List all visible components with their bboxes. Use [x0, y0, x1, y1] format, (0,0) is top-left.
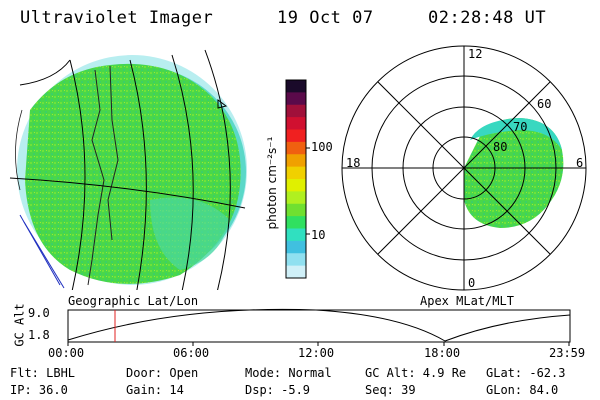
colorbar-stripe	[286, 92, 306, 106]
date: 19 Oct 07	[277, 8, 374, 28]
colorbar-tick-100: 100	[311, 140, 333, 154]
polar-caption: Apex MLat/MLT	[420, 294, 514, 308]
mlt-label-left: 18	[346, 156, 361, 170]
xtick-0600: 06:00	[173, 346, 210, 360]
colorbar-stripe	[286, 141, 306, 155]
info-ip: IP: 36.0	[10, 383, 68, 397]
colorbar-stripe	[286, 154, 306, 168]
info-gain: Gain: 14	[126, 383, 184, 397]
altitude-plot	[67, 308, 571, 346]
xtick-1200: 12:00	[298, 346, 335, 360]
colorbar-stripe	[286, 203, 306, 217]
colorbar-stripe	[286, 80, 306, 93]
colorbar-stripe	[286, 179, 306, 192]
colorbar-stripe	[286, 253, 306, 267]
colorbar-stripe	[286, 228, 306, 242]
xtick-1800: 18:00	[424, 346, 461, 360]
colorbar-unit-label: photon cm⁻²s⁻¹	[265, 136, 279, 230]
mlt-label-right: 6	[576, 156, 584, 170]
info-gcalt: GC Alt: 4.9 Re	[365, 366, 467, 380]
colorbar-tick-10: 10	[311, 228, 326, 242]
polar-plot	[341, 45, 587, 291]
geo-caption: Geographic Lat/Lon	[68, 294, 199, 308]
altitude-ylabel: GC Alt	[12, 303, 27, 347]
info-glat: GLat: -62.3	[486, 366, 566, 380]
colorbar-stripe	[286, 129, 306, 143]
colorbar-stripe	[286, 216, 306, 229]
colorbar	[286, 80, 306, 279]
info-seq: Seq: 39	[365, 383, 416, 397]
title: Ultraviolet Imager	[20, 8, 214, 28]
info-dsp: Dsp: -5.9	[245, 383, 311, 397]
info-glon: GLon: 84.0	[486, 383, 559, 397]
colorbar-stripe	[286, 265, 306, 279]
colorbar-stripe	[286, 104, 306, 118]
info-mode: Mode: Normal	[245, 366, 332, 380]
mlt-label-top: 12	[468, 47, 483, 61]
colorbar-stripe	[286, 166, 306, 180]
time: 02:28:48 UT	[428, 8, 547, 28]
lat-label-60: 60	[537, 97, 552, 111]
geo-image	[9, 49, 247, 290]
colorbar-stripe	[286, 240, 306, 254]
lat-label-80: 80	[493, 140, 508, 154]
xtick-2359: 23:59	[549, 346, 586, 360]
lat-label-70: 70	[513, 120, 528, 134]
info-flt: Flt: LBHL	[10, 366, 76, 380]
altitude-ymax: 9.0	[28, 306, 50, 320]
mlt-label-bottom: 0	[468, 276, 476, 290]
info-door: Door: Open	[126, 366, 199, 380]
altitude-ymin: 1.8	[28, 328, 50, 342]
colorbar-stripe	[286, 117, 306, 130]
xtick-0000: 00:00	[48, 346, 85, 360]
colorbar-stripe	[286, 191, 306, 205]
